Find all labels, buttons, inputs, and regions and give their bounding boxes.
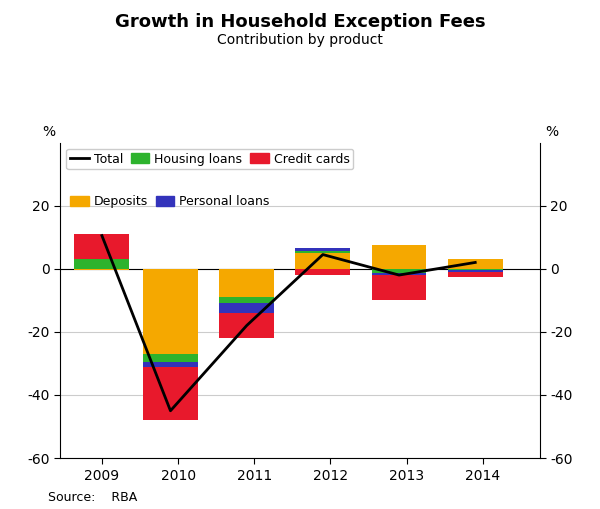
- Bar: [371, 269, 427, 273]
- Bar: [219, 303, 274, 313]
- Bar: [295, 253, 350, 269]
- Bar: [74, 234, 130, 259]
- Bar: [448, 270, 503, 272]
- Bar: [74, 259, 130, 269]
- Text: Source:    RBA: Source: RBA: [48, 491, 137, 504]
- Text: %: %: [545, 125, 558, 139]
- Bar: [74, 269, 130, 270]
- Bar: [371, 273, 427, 275]
- Bar: [448, 272, 503, 277]
- Bar: [219, 313, 274, 338]
- Text: Growth in Household Exception Fees: Growth in Household Exception Fees: [115, 13, 485, 31]
- Bar: [219, 297, 274, 303]
- Bar: [143, 269, 198, 354]
- Bar: [219, 269, 274, 297]
- Text: %: %: [42, 125, 55, 139]
- Text: Contribution by product: Contribution by product: [217, 33, 383, 47]
- Bar: [143, 354, 198, 362]
- Bar: [448, 259, 503, 269]
- Bar: [371, 275, 427, 300]
- Bar: [143, 362, 198, 366]
- Bar: [143, 366, 198, 420]
- Bar: [295, 269, 350, 275]
- Legend: Deposits, Personal loans: Deposits, Personal loans: [66, 191, 274, 212]
- Bar: [295, 248, 350, 251]
- Bar: [295, 251, 350, 253]
- Bar: [448, 269, 503, 270]
- Bar: [371, 245, 427, 269]
